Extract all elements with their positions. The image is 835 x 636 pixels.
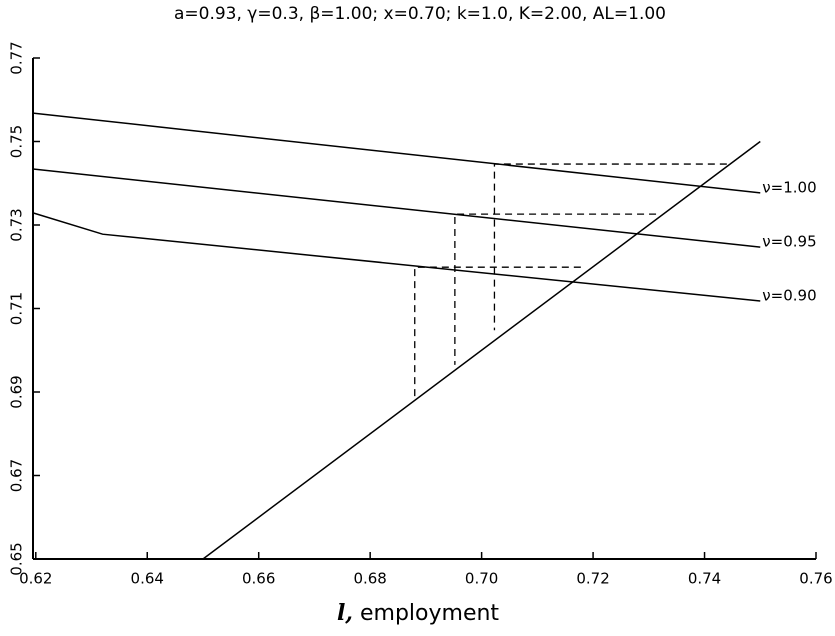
x-tick-label: 0.70 xyxy=(465,570,498,588)
series-label: ν=0.95 xyxy=(762,233,816,251)
y-tick-label: 0.69 xyxy=(8,375,26,408)
y-tick-label: 0.77 xyxy=(8,41,26,74)
line xyxy=(32,168,761,248)
guide-line xyxy=(454,213,657,365)
x-axis-symbol: l, xyxy=(337,600,353,626)
line xyxy=(32,212,761,302)
x-tick-label: 0.72 xyxy=(576,570,609,588)
y-tick-label: 0.71 xyxy=(8,292,26,325)
series-label: ν=0.90 xyxy=(762,286,816,304)
guide-line xyxy=(493,163,727,331)
x-tick-label: 0.68 xyxy=(353,570,386,588)
line xyxy=(202,140,761,560)
x-axis-text: employment xyxy=(360,601,499,626)
x-tick-label: 0.62 xyxy=(19,570,52,588)
x-axis-label: l, employment xyxy=(337,600,499,626)
series-label: ν=1.00 xyxy=(762,178,816,196)
line xyxy=(32,112,761,194)
x-tick-label: 0.76 xyxy=(799,570,832,588)
chart-title: a=0.93, γ=0.3, β=1.00; x=0.70; k=1.0, K=… xyxy=(174,4,666,24)
x-tick-label: 0.74 xyxy=(688,570,721,588)
guide-line xyxy=(414,266,581,400)
x-tick-label: 0.64 xyxy=(131,570,164,588)
x-tick-label: 0.66 xyxy=(242,570,275,588)
y-tick-label: 0.73 xyxy=(8,208,26,241)
y-tick-label: 0.67 xyxy=(8,459,26,492)
y-tick-label: 0.65 xyxy=(8,542,26,575)
y-tick-label: 0.75 xyxy=(8,125,26,158)
